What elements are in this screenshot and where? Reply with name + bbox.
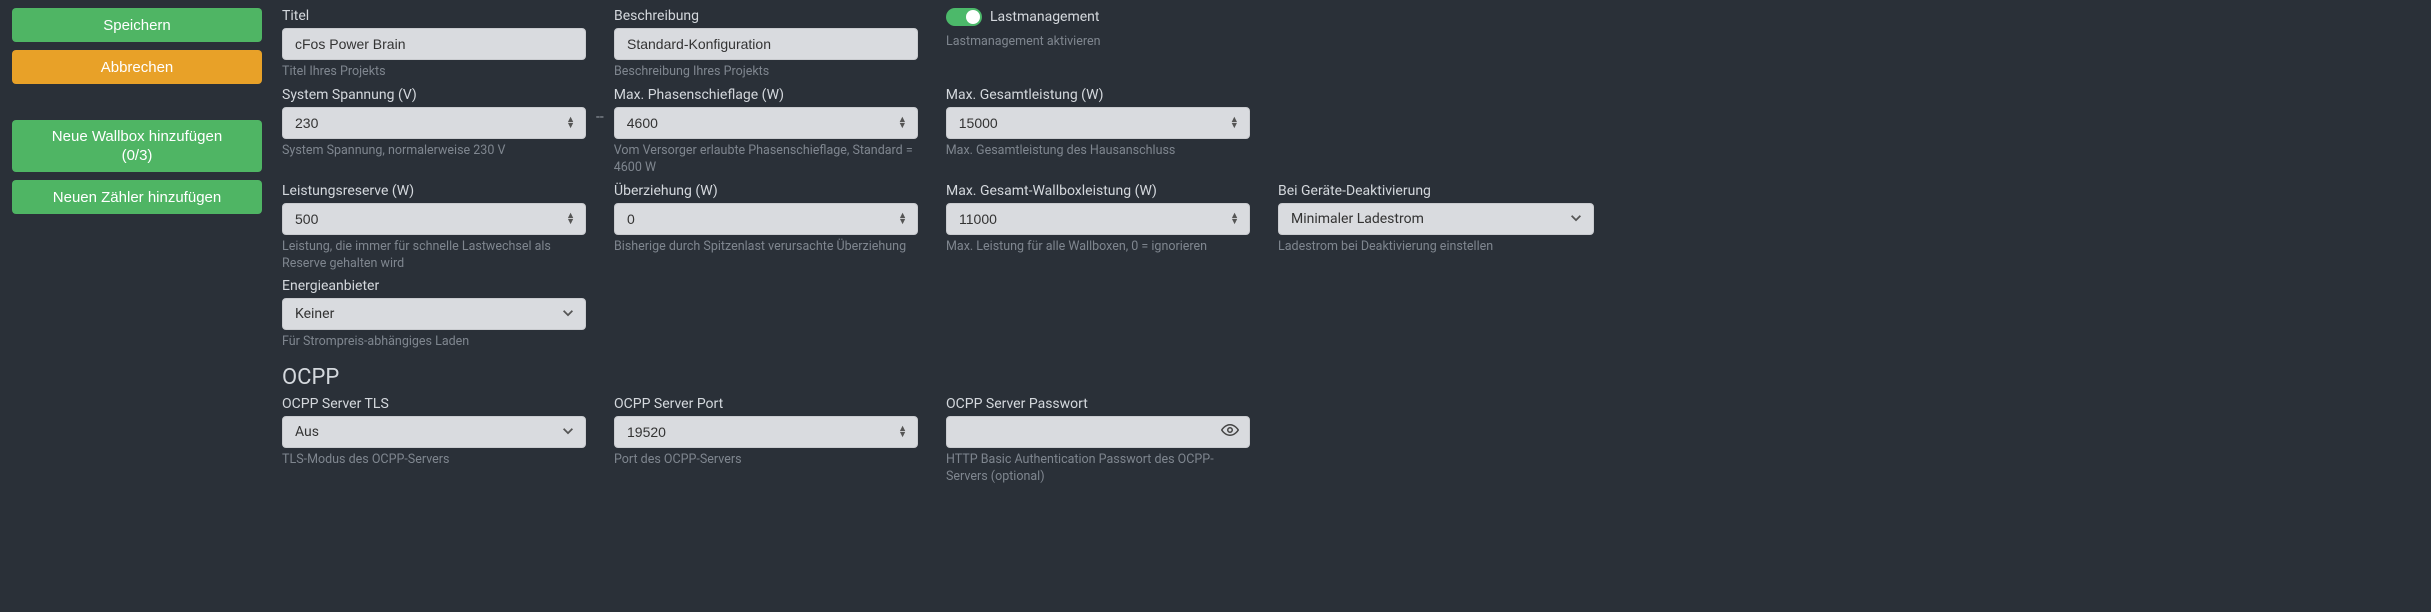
add-wallbox-count: (0/3): [122, 146, 153, 166]
input-max-total[interactable]: [959, 115, 1237, 131]
help-phase-skew: Vom Versorger erlaubte Phasenschieflage,…: [614, 143, 918, 177]
label-description: Beschreibung: [614, 8, 918, 24]
select-on-deactivation-value: Minimaler Ladestrom: [1291, 211, 1424, 227]
select-on-deactivation[interactable]: Minimaler Ladestrom: [1278, 203, 1594, 235]
field-energy-provider: Energieanbieter Keiner Für Strompreis-ab…: [282, 278, 586, 351]
input-ocpp-password-wrapper: [946, 416, 1250, 448]
input-reserve-wrapper: ▲▼: [282, 203, 586, 235]
label-phase-skew: Max. Phasenschieflage (W): [614, 87, 918, 103]
field-max-wallbox: Max. Gesamt-Wallboxleistung (W) ▲▼ Max. …: [946, 183, 1250, 256]
main-form: Titel Titel Ihres Projekts Beschreibung …: [282, 8, 2419, 492]
input-ocpp-port-wrapper: ▲▼: [614, 416, 918, 448]
input-overdraw[interactable]: [627, 211, 905, 227]
help-max-total: Max. Gesamtleistung des Hausanschluss: [946, 143, 1250, 160]
field-reserve: Leistungsreserve (W) ▲▼ Leistung, die im…: [282, 183, 586, 273]
label-overdraw: Überziehung (W): [614, 183, 918, 199]
field-loadmanagement: Lastmanagement Lastmanagement aktivieren: [946, 8, 1250, 51]
label-on-deactivation: Bei Geräte-Deaktivierung: [1278, 183, 1594, 199]
add-meter-button[interactable]: Neuen Zähler hinzufügen: [12, 180, 262, 214]
input-ocpp-password[interactable]: [959, 424, 1237, 440]
input-description-wrapper: [614, 28, 918, 60]
help-max-wallbox: Max. Leistung für alle Wallboxen, 0 = ig…: [946, 239, 1250, 256]
eye-icon[interactable]: [1221, 421, 1239, 443]
input-description[interactable]: [627, 36, 905, 52]
field-title: Titel Titel Ihres Projekts: [282, 8, 586, 81]
label-ocpp-password: OCPP Server Passwort: [946, 396, 1250, 412]
field-phase-skew: Max. Phasenschieflage (W) ▲▼ Vom Versorg…: [614, 87, 918, 177]
input-title-wrapper: [282, 28, 586, 60]
select-energy-provider-value: Keiner: [295, 306, 334, 322]
label-max-wallbox: Max. Gesamt-Wallboxleistung (W): [946, 183, 1250, 199]
help-system-voltage: System Spannung, normalerweise 230 V: [282, 143, 586, 160]
input-reserve[interactable]: [295, 211, 573, 227]
help-energy-provider: Für Strompreis-abhängiges Laden: [282, 334, 586, 351]
input-system-voltage-wrapper: ▲▼: [282, 107, 586, 139]
label-loadmanagement: Lastmanagement: [990, 9, 1100, 25]
field-description: Beschreibung Beschreibung Ihres Projekts: [614, 8, 918, 81]
help-title: Titel Ihres Projekts: [282, 64, 586, 81]
help-ocpp-port: Port des OCPP-Servers: [614, 452, 918, 469]
help-ocpp-password: HTTP Basic Authentication Passwort des O…: [946, 452, 1250, 486]
separator-dash: --: [596, 87, 604, 125]
cancel-button[interactable]: Abbrechen: [12, 50, 262, 84]
toggle-loadmanagement[interactable]: [946, 8, 982, 26]
select-ocpp-tls[interactable]: Aus: [282, 416, 586, 448]
input-max-wallbox[interactable]: [959, 211, 1237, 227]
input-title[interactable]: [295, 36, 573, 52]
help-loadmanagement: Lastmanagement aktivieren: [946, 34, 1250, 51]
add-wallbox-label: Neue Wallbox hinzufügen: [52, 127, 222, 147]
label-max-total: Max. Gesamtleistung (W): [946, 87, 1250, 103]
help-overdraw: Bisherige durch Spitzenlast verursachte …: [614, 239, 918, 256]
chevron-down-icon: [561, 306, 575, 323]
label-ocpp-port: OCPP Server Port: [614, 396, 918, 412]
help-description: Beschreibung Ihres Projekts: [614, 64, 918, 81]
field-on-deactivation: Bei Geräte-Deaktivierung Minimaler Lades…: [1278, 183, 1594, 256]
label-reserve: Leistungsreserve (W): [282, 183, 586, 199]
select-ocpp-tls-value: Aus: [295, 424, 319, 440]
field-ocpp-port: OCPP Server Port ▲▼ Port des OCPP-Server…: [614, 396, 918, 469]
sidebar: Speichern Abbrechen Neue Wallbox hinzufü…: [12, 8, 262, 492]
add-wallbox-button[interactable]: Neue Wallbox hinzufügen (0/3): [12, 120, 262, 172]
input-max-total-wrapper: ▲▼: [946, 107, 1250, 139]
input-system-voltage[interactable]: [295, 115, 573, 131]
label-system-voltage: System Spannung (V): [282, 87, 586, 103]
input-ocpp-port[interactable]: [627, 424, 905, 440]
input-max-wallbox-wrapper: ▲▼: [946, 203, 1250, 235]
field-ocpp-tls: OCPP Server TLS Aus TLS-Modus des OCPP-S…: [282, 396, 586, 469]
help-on-deactivation: Ladestrom bei Deaktivierung einstellen: [1278, 239, 1594, 256]
save-button[interactable]: Speichern: [12, 8, 262, 42]
input-overdraw-wrapper: ▲▼: [614, 203, 918, 235]
help-reserve: Leistung, die immer für schnelle Lastwec…: [282, 239, 586, 273]
label-ocpp-tls: OCPP Server TLS: [282, 396, 586, 412]
section-heading-ocpp: OCPP: [282, 365, 2419, 390]
field-ocpp-password: OCPP Server Passwort HTTP Basic Authenti…: [946, 396, 1250, 486]
chevron-down-icon: [561, 424, 575, 441]
field-max-total: Max. Gesamtleistung (W) ▲▼ Max. Gesamtle…: [946, 87, 1250, 160]
help-ocpp-tls: TLS-Modus des OCPP-Servers: [282, 452, 586, 469]
label-title: Titel: [282, 8, 586, 24]
field-overdraw: Überziehung (W) ▲▼ Bisherige durch Spitz…: [614, 183, 918, 256]
label-energy-provider: Energieanbieter: [282, 278, 586, 294]
input-phase-skew[interactable]: [627, 115, 905, 131]
field-system-voltage: System Spannung (V) ▲▼ System Spannung, …: [282, 87, 586, 160]
chevron-down-icon: [1569, 210, 1583, 227]
select-energy-provider[interactable]: Keiner: [282, 298, 586, 330]
input-phase-skew-wrapper: ▲▼: [614, 107, 918, 139]
